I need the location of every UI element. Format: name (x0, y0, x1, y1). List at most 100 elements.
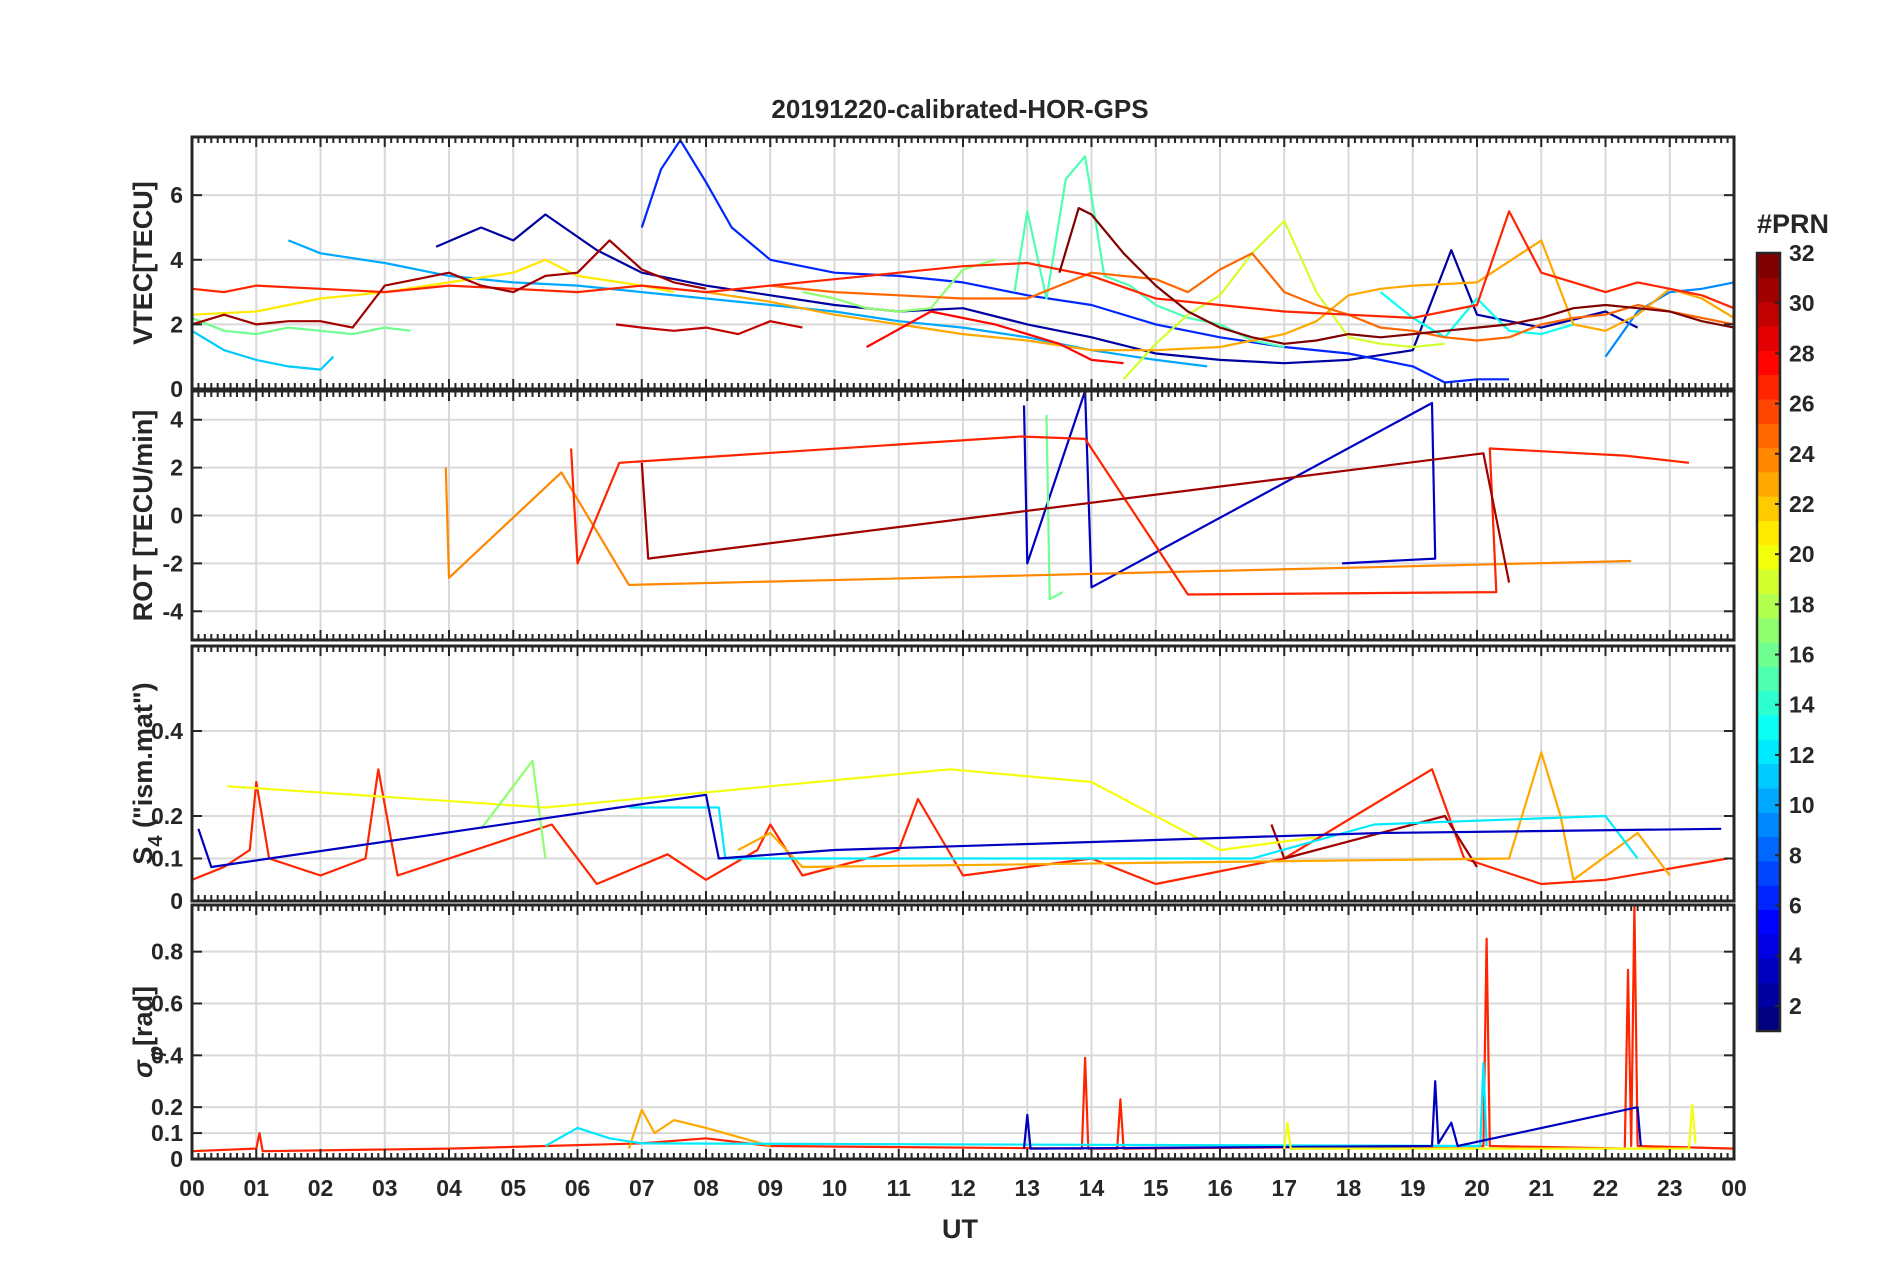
colorbar-tick-label: 12 (1789, 742, 1815, 768)
colorbar-segment (1757, 569, 1780, 594)
x-tick-label: 03 (372, 1175, 398, 1201)
s4-panel: 0 0.1 0.2 0.4S4 ("ism.mat") (128, 644, 1736, 914)
colorbar-segment (1757, 933, 1780, 959)
x-tick-label: 08 (693, 1175, 719, 1201)
series-line-prn-15 (1013, 155, 1285, 349)
colorbar-tick-label: 4 (1789, 943, 1802, 969)
colorbar-segment (1757, 982, 1780, 1008)
x-tick-label: 05 (500, 1175, 526, 1201)
colorbar-frame (1755, 251, 1782, 1033)
y-tick-label: -2 (163, 550, 183, 576)
y-tick-label: 0.6 (151, 990, 183, 1016)
series-line-prn-27 (192, 768, 1728, 886)
colorbar-tick-label: 24 (1789, 441, 1815, 467)
colorbar-segment (1757, 496, 1780, 522)
colorbar-label: #PRN (1757, 209, 1829, 239)
x-tick-label: 12 (950, 1175, 976, 1201)
x-tick-label: 07 (629, 1175, 655, 1201)
x-tick-label: 16 (1207, 1175, 1233, 1201)
series-line-prn-27 (570, 435, 1690, 596)
colorbar-segment (1757, 350, 1780, 376)
series-line-prn-21 (192, 258, 675, 316)
series-line-prn-9 (1604, 281, 1734, 358)
colorbar-segment (1757, 617, 1780, 643)
x-tick-label: 01 (243, 1175, 269, 1201)
series-line-prn-19 (1122, 219, 1446, 381)
y-tick-label: 0 (170, 376, 183, 402)
series-line-prn-3 (1022, 1080, 1642, 1150)
x-tick-label: 23 (1657, 1175, 1683, 1201)
x-tick-label: 09 (757, 1175, 783, 1201)
colorbar-tick-label: 28 (1789, 340, 1815, 366)
x-tick-label: 00 (179, 1175, 205, 1201)
x-tick-label: 17 (1271, 1175, 1297, 1201)
series-line-prn-30 (615, 320, 803, 336)
y-tick-label: 0.4 (151, 718, 183, 744)
colorbar-segment (1757, 812, 1780, 838)
series-line-prn-31 (192, 239, 707, 329)
x-tick-label: 15 (1143, 1175, 1169, 1201)
y-tick-label: 0 (170, 888, 183, 914)
series-line-prn-16 (192, 316, 411, 336)
x-tick-label: 02 (308, 1175, 334, 1201)
series-group (192, 751, 1728, 886)
colorbar-tick-label: 32 (1789, 240, 1815, 266)
series-line-prn-32 (1058, 207, 1734, 345)
y-axis-label-rest: ("ism.mat") (128, 682, 158, 835)
x-tick-label: 21 (1528, 1175, 1554, 1201)
y-axis-label: σφ[rad] (128, 986, 167, 1078)
y-axis-label: VTEC[TECU] (128, 181, 158, 345)
colorbar-tick-label: 30 (1789, 290, 1815, 316)
x-tick-label: 00 (1721, 1175, 1747, 1201)
y-tick-label: 0.8 (151, 939, 183, 965)
sigma-phi-panel: 00.10.2 0.4 0.6 0.8 σφ[rad] (128, 903, 1736, 1172)
y-axis-label-main: σ (128, 1059, 158, 1078)
x-tick-label: 06 (565, 1175, 591, 1201)
x-tick-label: 18 (1336, 1175, 1362, 1201)
x-axis-label: UT (942, 1214, 978, 1244)
x-tick-label: 13 (1014, 1175, 1040, 1201)
y-tick-label: 0.1 (151, 846, 183, 872)
colorbar-segment (1757, 325, 1780, 351)
colorbar-segment (1757, 277, 1780, 303)
x-tick-label: 19 (1400, 1175, 1426, 1201)
series-line-prn-20 (227, 768, 1317, 852)
y-axis-label-rest: [rad] (128, 986, 158, 1046)
series-line-prn-11 (192, 329, 335, 371)
x-tick-label: 10 (822, 1175, 848, 1201)
y-tick-label: 0.2 (151, 803, 183, 829)
colorbar-segment (1757, 763, 1780, 789)
y-tick-label: 6 (170, 182, 183, 208)
colorbar-segment (1757, 860, 1780, 886)
vtec-panel: 0 2 4 6 VTEC[TECU] (128, 135, 1736, 402)
series-line-prn-6 (640, 139, 1510, 384)
x-tick-label: 22 (1593, 1175, 1619, 1201)
y-axis-label: ROT [TECU/min] (128, 410, 158, 621)
colorbar-segment (1757, 714, 1780, 740)
colorbar-tick-label: 10 (1789, 792, 1815, 818)
series-line-prn-17 (480, 759, 547, 859)
series-line-prn-16 (1045, 414, 1064, 601)
series-group (192, 905, 1734, 1153)
colorbar-segment (1757, 520, 1780, 546)
series-line-prn-2 (435, 213, 1639, 365)
colorbar-segment (1757, 374, 1780, 400)
y-tick-label: 4 (170, 407, 183, 433)
colorbar-tick-label: 26 (1789, 391, 1815, 417)
colorbar-segment (1757, 593, 1780, 619)
y-tick-label: 4 (170, 247, 183, 273)
series-line-prn-12 (628, 806, 1639, 860)
colorbar-segment (1757, 958, 1780, 983)
series-group (192, 139, 1734, 384)
colorbar-segment (1757, 787, 1780, 813)
y-tick-label: 0.2 (151, 1094, 183, 1120)
y-tick-label: -4 (163, 598, 184, 624)
series-line-prn-23 (737, 751, 1671, 881)
colorbar-segment (1757, 739, 1780, 765)
y-axis-label: S4 ("ism.mat") (128, 682, 167, 864)
colorbar-tick-label: 18 (1789, 591, 1815, 617)
colorbar-segment (1757, 544, 1780, 570)
y-tick-label: 2 (170, 455, 183, 481)
x-tick-label: 11 (887, 1175, 912, 1201)
